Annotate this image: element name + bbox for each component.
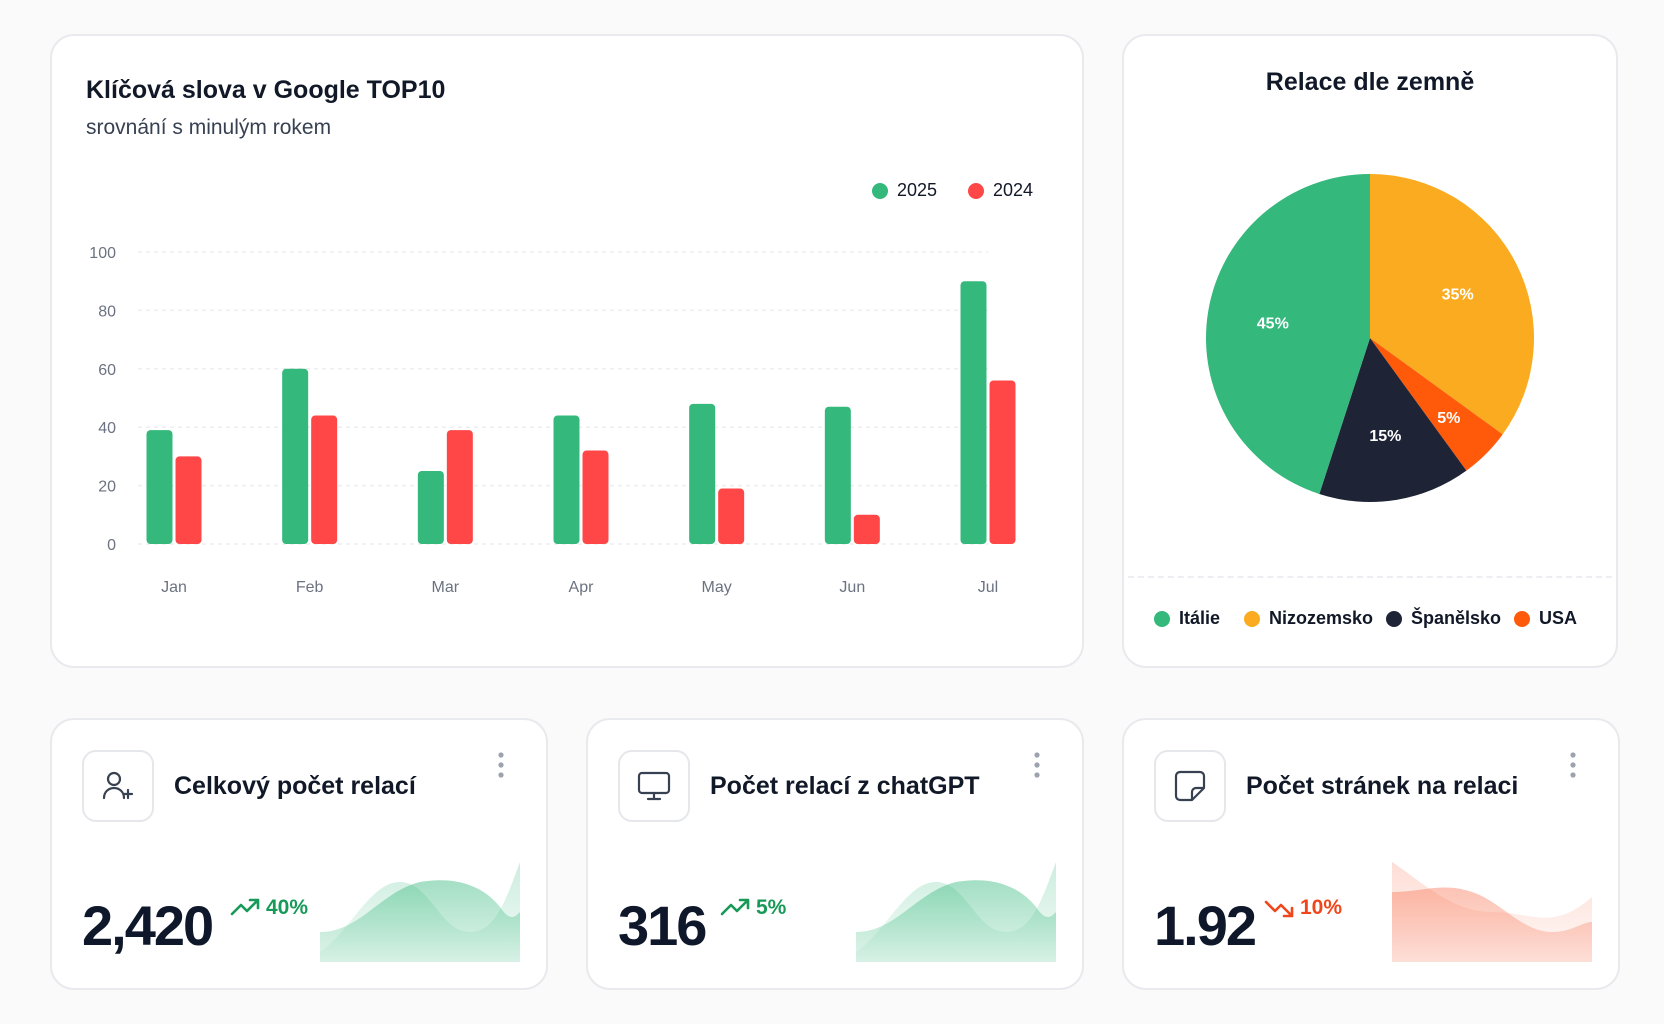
legend-label-nizozemsko: Nizozemsko — [1269, 608, 1374, 628]
y-tick-label: 20 — [98, 479, 116, 496]
legend-item-2025[interactable]: 2025 — [872, 180, 937, 201]
bar-2024-feb[interactable] — [311, 415, 338, 544]
y-tick-label: 0 — [107, 537, 116, 554]
trend-down-icon — [1264, 900, 1294, 918]
legend-dot-usa — [1514, 610, 1530, 627]
bar-2025-jan[interactable] — [146, 430, 173, 544]
kpi-sparkline — [856, 862, 1056, 962]
bar-2025-mar[interactable] — [417, 471, 444, 544]
more-options-icon[interactable] — [1032, 750, 1042, 780]
legend-label-spanelsko: Španělsko — [1411, 608, 1502, 628]
y-tick-label: 60 — [98, 362, 116, 379]
y-tick-label: 80 — [98, 303, 116, 320]
bar-2024-may[interactable] — [718, 488, 745, 544]
kpi-value: 2,420 — [82, 894, 214, 957]
bar-2025-feb[interactable] — [282, 368, 309, 544]
bar-2025-jul[interactable] — [960, 281, 987, 544]
monitor-icon — [637, 771, 671, 801]
bar-2025-apr[interactable] — [553, 415, 580, 544]
pie-slice-label: 35% — [1442, 286, 1474, 303]
bar-2024-mar[interactable] — [446, 430, 473, 544]
legend-label-usa: USA — [1539, 608, 1578, 628]
legend-item-2024[interactable]: 2024 — [968, 180, 1033, 201]
kpi-title: Počet relací z chatGPT — [710, 772, 980, 800]
bar-2024-apr[interactable] — [582, 450, 609, 544]
sessions-country-title: Relace dle zemně — [1265, 68, 1475, 96]
bar-2025-may[interactable] — [689, 403, 716, 544]
pie-slice-label: 45% — [1257, 316, 1289, 333]
kpi-delta: 40% — [230, 896, 308, 920]
kpi-delta: 5% — [720, 896, 786, 920]
kpi-value: 1.92 — [1154, 894, 1257, 957]
legend-dot-2024 — [968, 182, 984, 199]
kpi-delta: 10% — [1264, 896, 1342, 920]
sticky-note-icon — [1174, 770, 1206, 802]
keywords-chart-title: Klíčová slova v Google TOP10 — [86, 76, 446, 104]
pie-chart: 35% 5% 15% 45% — [1206, 174, 1534, 502]
kpi-delta-value: 40% — [266, 896, 309, 919]
kpi-delta-value: 10% — [1300, 896, 1343, 919]
kpi-title: Celkový počet relací — [174, 772, 416, 800]
bar-2024-jan[interactable] — [175, 456, 202, 544]
legend-item-italie[interactable]: Itálie — [1154, 608, 1220, 629]
legend-item-nizozemsko[interactable]: Nizozemsko — [1244, 608, 1373, 629]
bar-2024-jul[interactable] — [989, 380, 1016, 544]
keywords-chart-card: Klíčová slova v Google TOP10 srovnání s … — [50, 34, 1084, 668]
user-plus-icon — [102, 771, 134, 800]
kpi-title: Počet stránek na relaci — [1246, 772, 1519, 800]
bar-2024-jun[interactable] — [853, 514, 880, 544]
legend-label-italie: Itálie — [1179, 608, 1221, 628]
x-tick-label: Feb — [296, 579, 324, 596]
pie-divider — [1128, 576, 1612, 578]
kpi-card-total-sessions: Celkový počet relací 2,420 40% — [50, 718, 548, 990]
pie-slice-2[interactable] — [1319, 338, 1467, 502]
trend-up-icon — [720, 898, 750, 916]
y-tick-label: 100 — [89, 245, 116, 262]
legend-dot-italie — [1154, 610, 1170, 627]
pie-slice-label: 15% — [1369, 428, 1401, 445]
pie-slice-label: 5% — [1437, 410, 1460, 427]
x-tick-label: Jun — [839, 579, 865, 596]
pie-slice-3[interactable] — [1370, 338, 1503, 471]
legend-label-2025: 2025 — [897, 180, 938, 200]
kpi-icon-box — [618, 750, 690, 822]
legend-item-spanelsko[interactable]: Španělsko — [1386, 608, 1501, 629]
x-tick-label: Mar — [432, 579, 460, 596]
kpi-value: 316 — [618, 894, 707, 957]
pie-slice-1[interactable] — [1370, 174, 1534, 435]
more-options-icon[interactable] — [1568, 750, 1578, 780]
legend-dot-nizozemsko — [1244, 610, 1260, 627]
legend-dot-spanelsko — [1386, 610, 1402, 627]
more-options-icon[interactable] — [496, 750, 506, 780]
sessions-country-card: Relace dle zemně 35% 5% 15% 45% Itálie Nizo… — [1122, 34, 1618, 668]
kpi-delta-value: 5% — [756, 896, 787, 919]
kpi-card-chatgpt-sessions: Počet relací z chatGPT 316 5% — [586, 718, 1084, 990]
legend-label-2024: 2024 — [993, 180, 1034, 200]
pie-slice-0[interactable] — [1206, 174, 1370, 494]
keywords-chart-subtitle: srovnání s minulým rokem — [86, 116, 332, 139]
kpi-sparkline — [1392, 862, 1592, 962]
kpi-sparkline — [320, 862, 520, 962]
bar-chart: 0 20 40 60 80 100 Jan Feb Mar Apr May Jun Jul — [89, 245, 1016, 596]
x-tick-label: Apr — [569, 579, 595, 596]
y-tick-label: 40 — [98, 420, 116, 437]
bar-2025-jun[interactable] — [824, 406, 851, 544]
trend-up-icon — [230, 898, 260, 916]
legend-item-usa[interactable]: USA — [1514, 608, 1577, 629]
x-tick-label: May — [702, 579, 732, 596]
x-tick-label: Jan — [161, 579, 187, 596]
kpi-icon-box — [82, 750, 154, 822]
kpi-icon-box — [1154, 750, 1226, 822]
x-tick-label: Jul — [978, 579, 998, 596]
kpi-card-pages-per-session: Počet stránek na relaci 1.92 10% — [1122, 718, 1620, 990]
legend-dot-2025 — [872, 182, 888, 199]
